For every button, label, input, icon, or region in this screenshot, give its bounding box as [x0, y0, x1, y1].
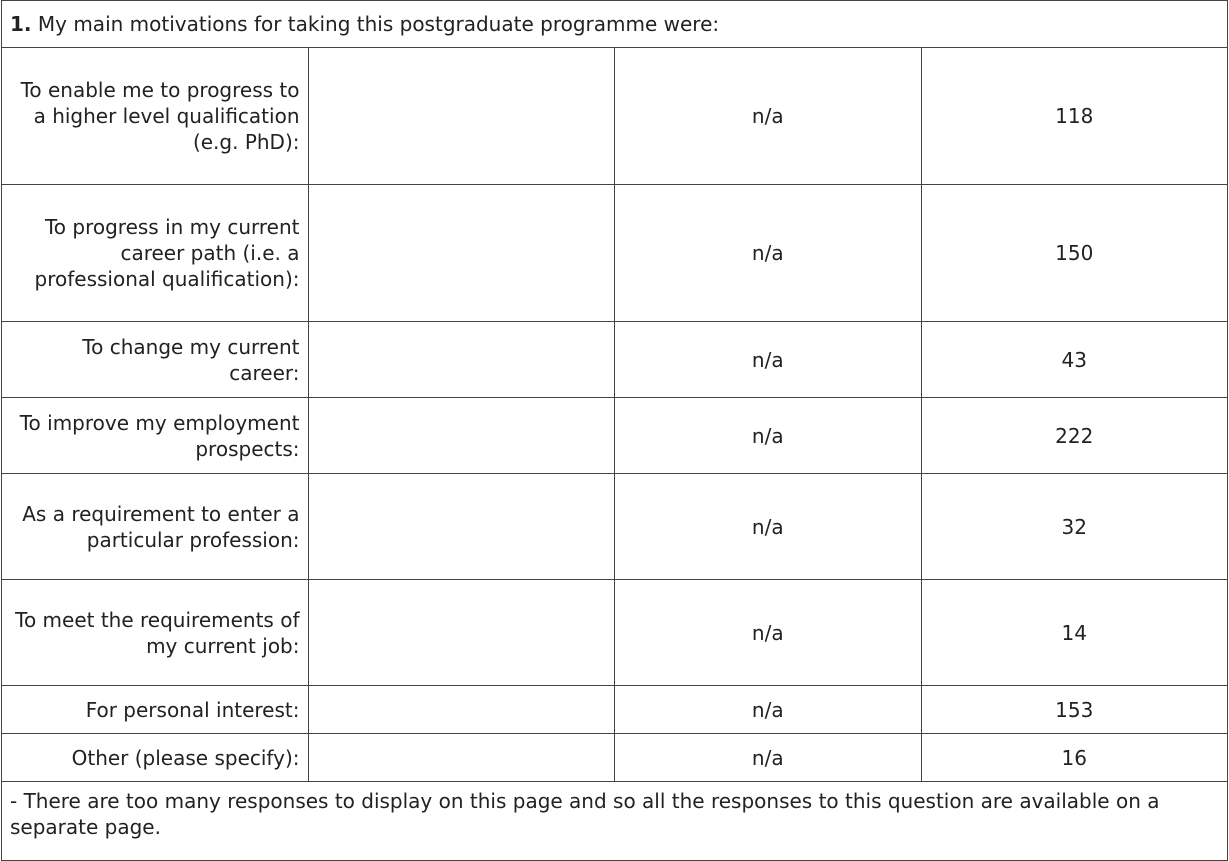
percent: n/a [614, 321, 922, 398]
option-label: To change my current career: [1, 321, 309, 398]
bar-cell [307, 733, 615, 782]
bar-cell [307, 685, 615, 734]
option-label: For personal interest: [1, 685, 309, 734]
option-label: To improve my employment prospects: [1, 397, 309, 474]
bar-cell [307, 473, 615, 580]
result-row: As a requirement to enter a particular p… [1, 473, 1228, 580]
result-row: To enable me to progress to a higher lev… [1, 47, 1228, 185]
question-number: 1. [10, 12, 32, 36]
percent: n/a [614, 733, 922, 782]
count: 43 [920, 321, 1228, 398]
option-label: As a requirement to enter a particular p… [1, 473, 309, 580]
result-row: To improve my employment prospects: n/a 22… [1, 397, 1228, 474]
option-label: Other (please specify): [1, 733, 309, 782]
option-label: To meet the requirements of my current j… [1, 579, 309, 686]
count: 14 [920, 579, 1228, 686]
count: 16 [920, 733, 1228, 782]
question-row: 1. My main motivations for taking this p… [1, 0, 1228, 48]
count: 153 [920, 685, 1228, 734]
count: 32 [920, 473, 1228, 580]
count: 118 [920, 47, 1228, 185]
bar-cell [307, 184, 615, 322]
option-label: To progress in my current career path (i… [1, 184, 309, 322]
bar-cell [307, 579, 615, 686]
result-row: To progress in my current career path (i… [1, 184, 1228, 322]
option-label: To enable me to progress to a higher lev… [1, 47, 309, 185]
percent: n/a [614, 184, 922, 322]
percent: n/a [614, 473, 922, 580]
bar-cell [307, 397, 615, 474]
result-row: To change my current career: n/a 43 [1, 321, 1228, 398]
note-row: - There are too many responses to displa… [1, 781, 1228, 861]
count: 222 [920, 397, 1228, 474]
note: - There are too many responses to displa… [1, 781, 1228, 861]
question: 1. My main motivations for taking this p… [1, 0, 1228, 48]
percent: n/a [614, 397, 922, 474]
result-row: For personal interest: n/a 153 [1, 685, 1228, 734]
count: 150 [920, 184, 1228, 322]
result-row: To meet the requirements of my current j… [1, 579, 1228, 686]
percent: n/a [614, 47, 922, 185]
percent: n/a [614, 685, 922, 734]
bar-cell [307, 47, 615, 185]
bar-cell [307, 321, 615, 398]
result-row: Other (please specify): n/a 16 [1, 733, 1228, 782]
question-title: My main motivations for taking this post… [37, 12, 720, 36]
percent: n/a [614, 579, 922, 686]
